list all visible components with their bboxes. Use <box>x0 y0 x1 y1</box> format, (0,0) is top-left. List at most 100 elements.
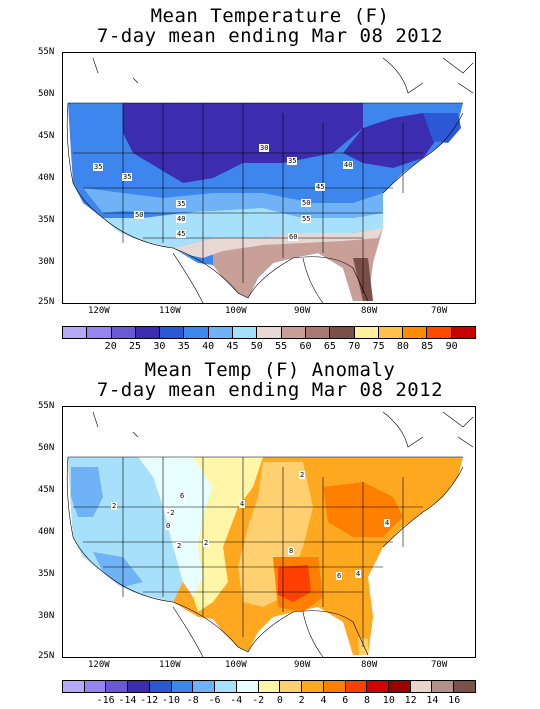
map2-lon-label: 110W <box>159 660 181 670</box>
colorbar-label: 4 <box>320 695 327 706</box>
colorbar-swatch <box>258 681 281 692</box>
map1-title-line2: 7-day mean ending Mar 08 2012 <box>96 25 444 47</box>
colorbar-label: 14 <box>426 695 439 706</box>
colorbar-swatch <box>403 327 428 338</box>
map1-contour-label: 45 <box>315 183 326 191</box>
map2-contour-label: 2 <box>299 471 306 479</box>
colorbar-swatch <box>281 327 306 338</box>
map2-lat-label: 40N <box>38 527 55 537</box>
map2-contour-label: 2 <box>111 502 118 510</box>
map2-central-orange <box>238 462 313 607</box>
colorbar-swatch <box>257 327 282 338</box>
map1-pale-band <box>173 228 383 258</box>
colorbar-swatch <box>84 681 107 692</box>
map1-northeast-cold <box>343 113 448 168</box>
map1-map <box>66 57 474 303</box>
colorbar-label: 0 <box>276 695 283 706</box>
map1-colorbar <box>62 326 476 339</box>
colorbar-label: 85 <box>421 341 434 352</box>
map1-contour-label: 35 <box>122 173 133 181</box>
map2-colorbar <box>62 680 476 693</box>
colorbar-swatch <box>193 681 216 692</box>
colorbar-label: 45 <box>226 341 239 352</box>
map2-title-line2: 7-day mean ending Mar 08 2012 <box>96 379 444 401</box>
colorbar-swatch <box>171 681 194 692</box>
colorbar-swatch <box>451 327 476 338</box>
map1-contour-label: 55 <box>301 215 312 223</box>
colorbar-label: 10 <box>382 695 395 706</box>
map2-contour-label: 2 <box>176 542 183 550</box>
colorbar-swatch <box>233 327 258 338</box>
colorbar-swatch <box>330 327 355 338</box>
map2-contour-label: -2 <box>165 509 176 517</box>
map1-lat-label: 45N <box>38 131 55 141</box>
colorbar-swatch <box>215 681 237 692</box>
colorbar-swatch <box>128 681 150 692</box>
map2-contour-label: 6 <box>179 492 186 500</box>
map1-lat-label: 50N <box>38 89 55 99</box>
map2-lon-label: 80W <box>361 660 378 670</box>
map2-lon-label: 90W <box>294 660 311 670</box>
map1-contour-label: 35 <box>93 163 104 171</box>
map1-contour-label: 50 <box>301 199 312 207</box>
colorbar-swatch <box>87 327 112 338</box>
colorbar-swatch <box>302 681 324 692</box>
map2-lon-label: 120W <box>88 660 110 670</box>
colorbar-swatch <box>305 327 331 338</box>
colorbar-label: 30 <box>153 341 166 352</box>
colorbar-swatch <box>389 681 411 692</box>
map2-frame: 2 4 6 8 4 2 6 4 -2 0 2 2 <box>62 406 476 658</box>
colorbar-swatch <box>208 327 234 338</box>
map2-lat-label: 25N <box>38 651 55 661</box>
colorbar-label: -6 <box>208 695 221 706</box>
map2-contour-label: 4 <box>384 519 391 527</box>
colorbar-swatch <box>354 327 379 338</box>
map1-lon-label: 110W <box>159 306 181 316</box>
colorbar-swatch <box>427 327 452 338</box>
colorbar-swatch <box>454 681 475 692</box>
colorbar-label: 25 <box>129 341 142 352</box>
map2-contour-label: 2 <box>203 539 210 547</box>
colorbar-swatch <box>367 681 390 692</box>
map1-lon-label: 100W <box>225 306 247 316</box>
colorbar-label: -2 <box>252 695 265 706</box>
colorbar-swatch <box>63 681 85 692</box>
map1-contour-label: 40 <box>343 161 354 169</box>
map1-contour-label: 40 <box>176 215 187 223</box>
colorbar-label: 80 <box>396 341 409 352</box>
colorbar-swatch <box>135 327 161 338</box>
map1-lat-label: 35N <box>38 215 55 225</box>
map1-contour-label: 60 <box>288 233 299 241</box>
map2-lat-label: 55N <box>38 401 55 411</box>
colorbar-label: -14 <box>118 695 137 706</box>
colorbar-label: 6 <box>342 695 349 706</box>
map1-lon-label: 70W <box>431 306 448 316</box>
map2-lat-label: 35N <box>38 569 55 579</box>
colorbar-label: 20 <box>104 341 117 352</box>
map1-contour-label: 30 <box>259 144 270 152</box>
colorbar-swatch <box>236 681 259 692</box>
colorbar-swatch <box>280 681 303 692</box>
map2-neutral-band <box>138 457 223 597</box>
map1-frame: 30 35 35 40 45 50 55 60 35 40 45 50 35 <box>62 52 476 304</box>
colorbar-swatch <box>378 327 404 338</box>
map1-contour-label: 35 <box>287 157 298 165</box>
colorbar-label: 2 <box>298 695 305 706</box>
map1-warm-south <box>213 228 383 301</box>
map1-lon-label: 120W <box>88 306 110 316</box>
colorbar-label: -12 <box>140 695 159 706</box>
map2-contour-label: 8 <box>288 547 295 555</box>
colorbar-swatch <box>345 681 368 692</box>
map1-mid-blue <box>83 188 383 218</box>
map2-lon-label: 100W <box>225 660 247 670</box>
map2-west-blue-south <box>93 552 143 587</box>
map2-contour-label: 4 <box>355 570 362 578</box>
colorbar-label: -4 <box>230 695 243 706</box>
map2-contour-label: 6 <box>336 572 343 580</box>
map1-contour-label: 50 <box>134 211 145 219</box>
map1-lat-label: 55N <box>38 47 55 57</box>
map1-title-line1: Mean Temperature (F) <box>150 5 390 27</box>
map1-lat-label: 40N <box>38 173 55 183</box>
colorbar-swatch <box>106 681 129 692</box>
map1-contour-label: 45 <box>176 230 187 238</box>
